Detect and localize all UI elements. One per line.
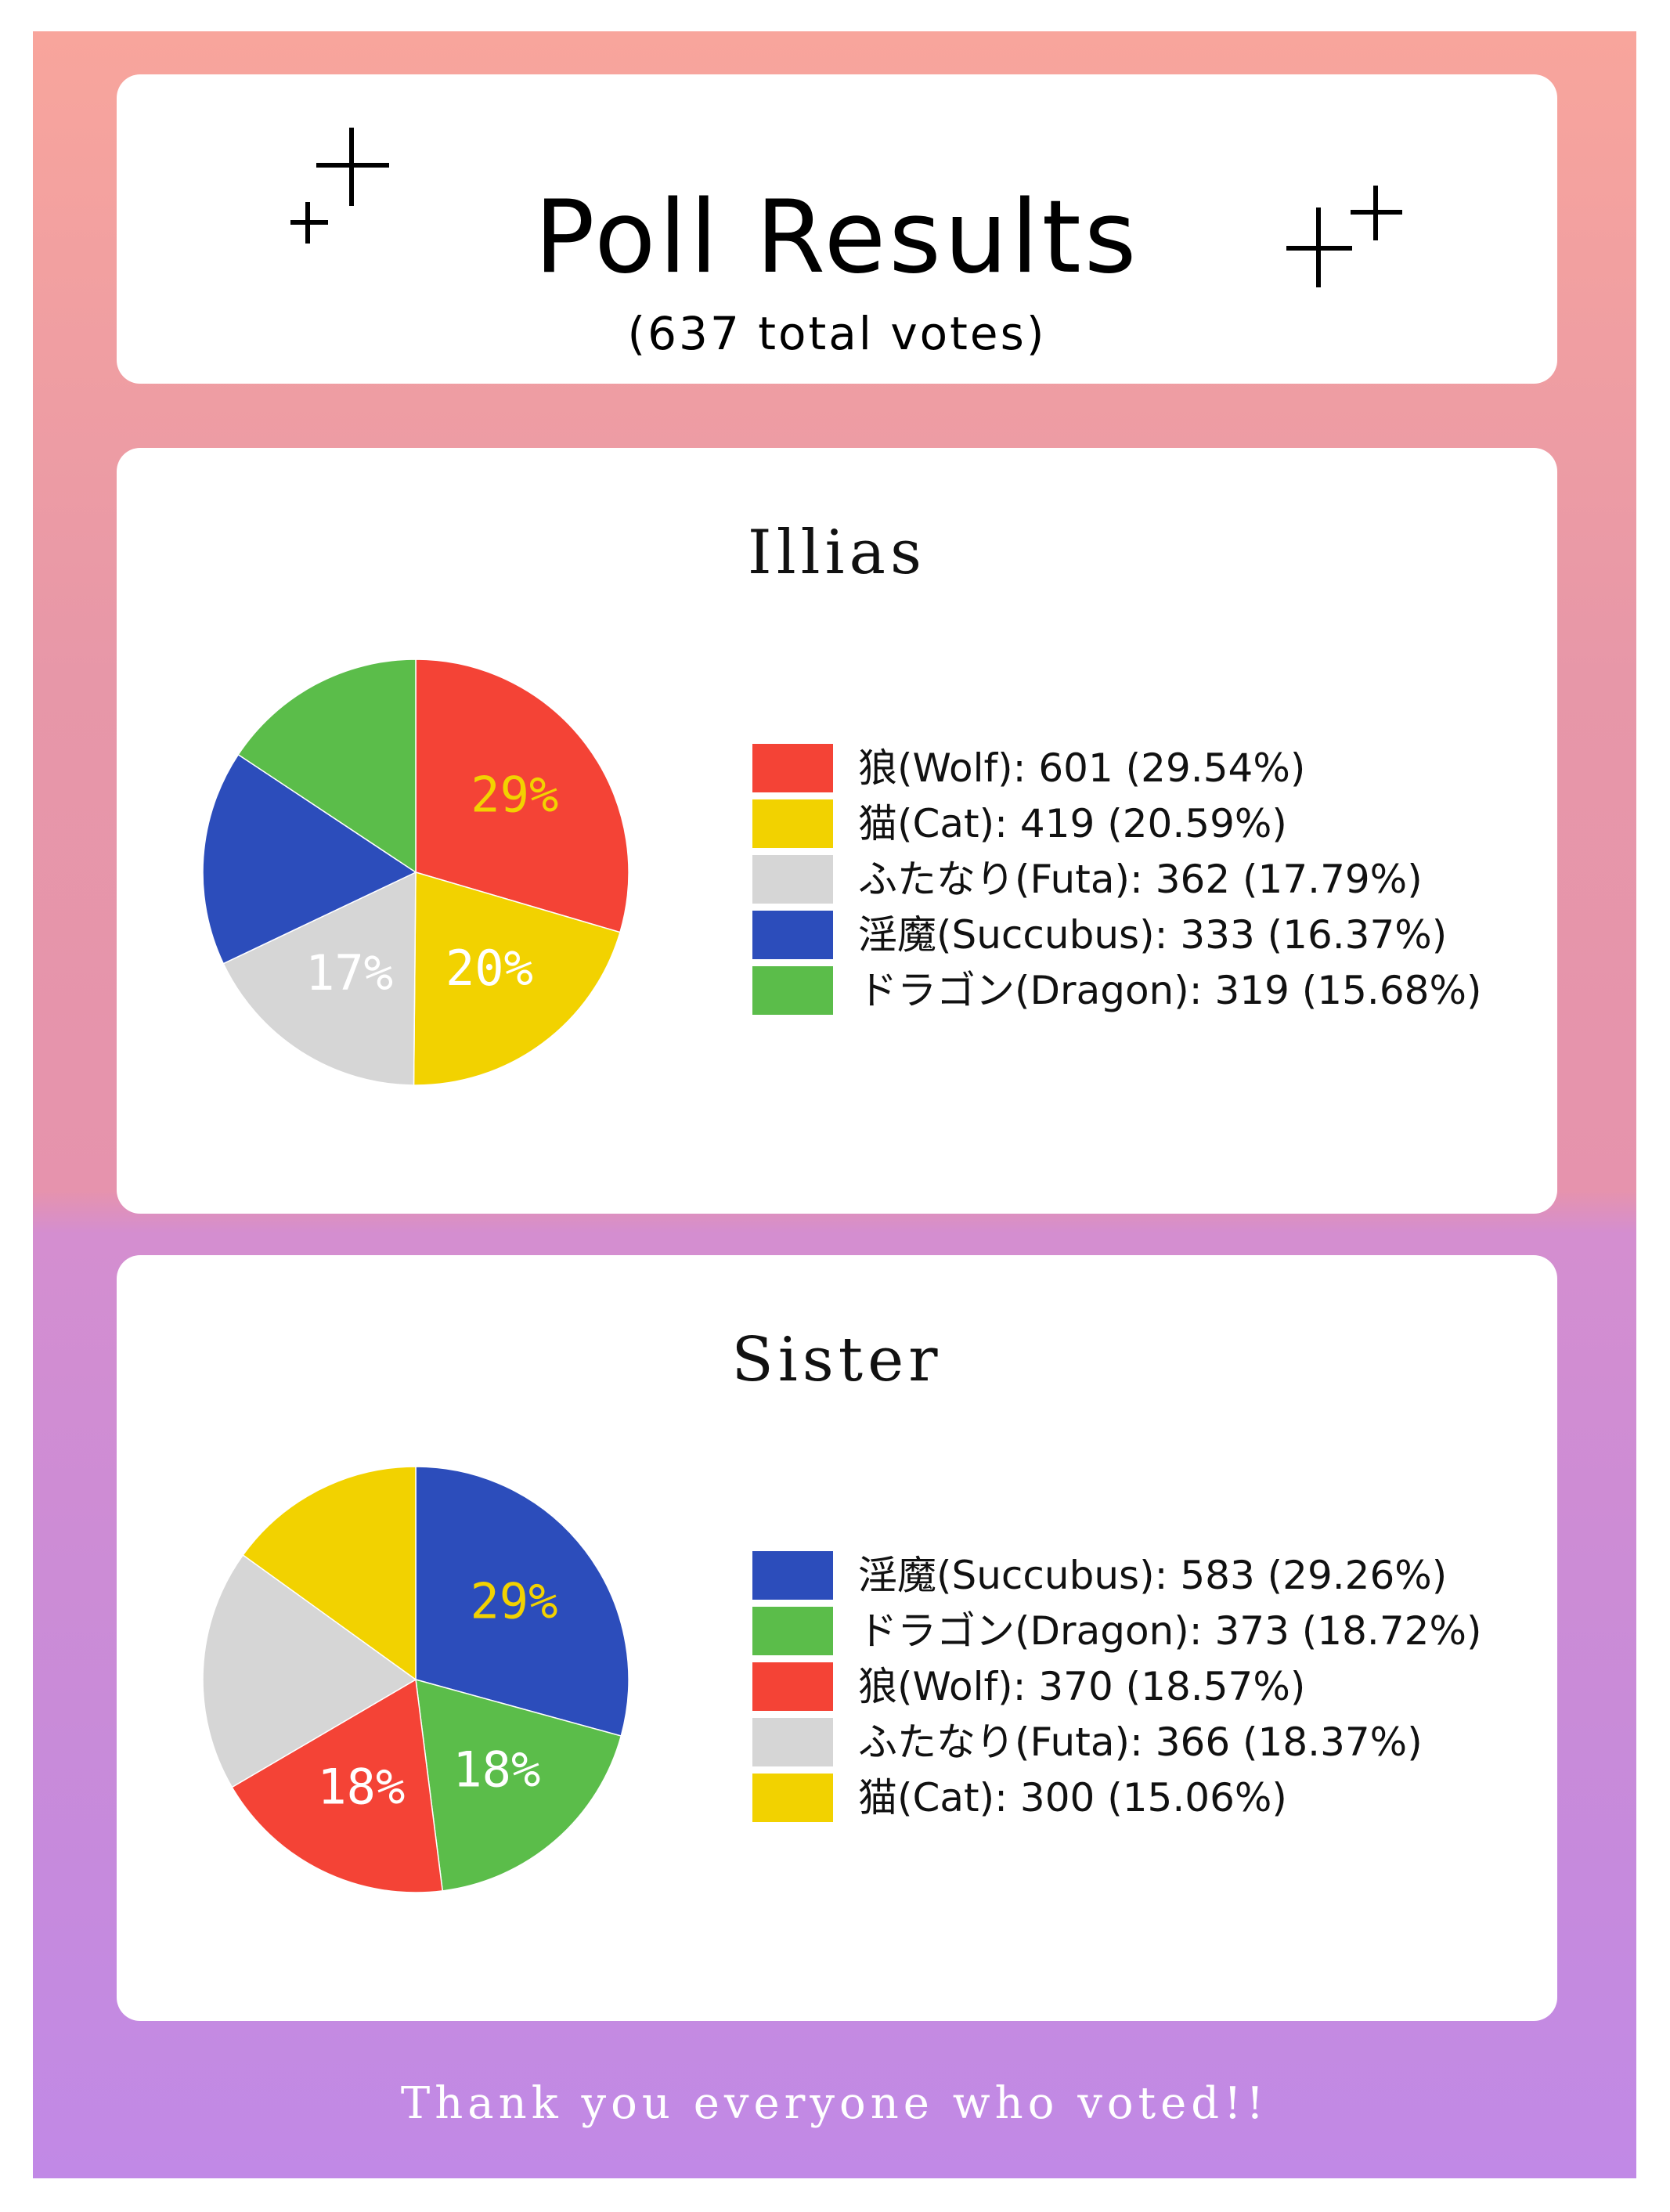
legend-item: 狼(Wolf): 370 (18.57%): [752, 1658, 1481, 1714]
pie-slice: [415, 1466, 629, 1737]
chart-title: Illias: [747, 518, 927, 588]
page-subtitle: (637 total votes): [627, 307, 1047, 360]
legend-swatch: [752, 1606, 833, 1655]
pie-slice-label: 29%: [471, 767, 558, 824]
chart-legend: 狼(Wolf): 601 (29.54%) 猫(Cat): 419 (20.59…: [752, 740, 1481, 1018]
chart-legend: 淫魔(Succubus): 583 (29.26%) ドラゴン(Dragon):…: [752, 1547, 1481, 1825]
legend-item: 淫魔(Succubus): 583 (29.26%): [752, 1547, 1481, 1603]
pie-slice-label: 18%: [453, 1741, 540, 1798]
legend-item: 淫魔(Succubus): 333 (16.37%): [752, 907, 1481, 962]
legend-item: ドラゴン(Dragon): 373 (18.72%): [752, 1603, 1481, 1658]
pie-slice: [415, 1678, 622, 1892]
footer-text: Thank you everyone who voted!!: [400, 2078, 1269, 2129]
sparkle-icon: [1283, 186, 1408, 291]
legend-swatch: [752, 965, 833, 1015]
illias-chart-card: Illias 29% 20% 17% 狼(Wolf): 601 (29.54%) 猫…: [117, 448, 1557, 1214]
legend-label: 猫(Cat): 300 (15.06%): [858, 1774, 1287, 1820]
page-title: Poll Results: [534, 179, 1140, 296]
pie-chart: 29% 18% 18%: [202, 1466, 629, 1893]
legend-label: ドラゴン(Dragon): 373 (18.72%): [858, 1608, 1482, 1654]
pie-slice: [415, 659, 629, 933]
poster-background: Poll Results (637 total votes) Illias 29…: [33, 31, 1636, 2178]
legend-swatch: [752, 743, 833, 792]
chart-title: Sister: [731, 1325, 943, 1395]
legend-swatch: [752, 799, 833, 848]
legend-label: ドラゴン(Dragon): 319 (15.68%): [858, 967, 1482, 1013]
sister-chart-card: Sister 29% 18% 18% 淫魔(Succubus): 583 (29.2…: [117, 1255, 1557, 2021]
legend-swatch: [752, 1550, 833, 1600]
legend-item: 狼(Wolf): 601 (29.54%): [752, 740, 1481, 796]
pie-slice: [242, 1466, 417, 1681]
legend-swatch: [752, 1662, 833, 1711]
pie-slice: [413, 871, 621, 1086]
legend-label: 狼(Wolf): 601 (29.54%): [858, 745, 1306, 791]
legend-label: 狼(Wolf): 370 (18.57%): [858, 1663, 1306, 1709]
pie-slice: [202, 1553, 417, 1788]
legend-label: 猫(Cat): 419 (20.59%): [858, 800, 1287, 846]
legend-label: 淫魔(Succubus): 333 (16.37%): [858, 911, 1448, 958]
legend-swatch: [752, 854, 833, 904]
legend-item: ふたなり(Futa): 366 (18.37%): [752, 1714, 1481, 1770]
pie-slice-label: 18%: [317, 1759, 405, 1816]
legend-item: ふたなり(Futa): 362 (17.79%): [752, 851, 1481, 907]
pie-slice: [222, 871, 417, 1086]
pie-slice: [231, 1678, 444, 1893]
legend-label: ふたなり(Futa): 366 (18.37%): [858, 1719, 1423, 1765]
pie-slice: [237, 659, 417, 874]
legend-item: 猫(Cat): 300 (15.06%): [752, 1770, 1481, 1825]
legend-item: ドラゴン(Dragon): 319 (15.68%): [752, 962, 1481, 1018]
legend-swatch: [752, 1773, 833, 1822]
pie-slice-label: 17%: [305, 944, 393, 1001]
legend-label: 淫魔(Succubus): 583 (29.26%): [858, 1552, 1448, 1598]
legend-label: ふたなり(Futa): 362 (17.79%): [858, 856, 1423, 902]
legend-item: 猫(Cat): 419 (20.59%): [752, 796, 1481, 851]
pie-slice: [202, 753, 417, 965]
legend-swatch: [752, 910, 833, 959]
legend-swatch: [752, 1717, 833, 1766]
sparkle-icon: [290, 120, 392, 253]
pie-chart: 29% 20% 17%: [202, 659, 629, 1086]
pie-slice-label: 20%: [445, 940, 533, 997]
pie-slice-label: 29%: [470, 1572, 557, 1629]
header-card: Poll Results (637 total votes): [117, 74, 1557, 384]
